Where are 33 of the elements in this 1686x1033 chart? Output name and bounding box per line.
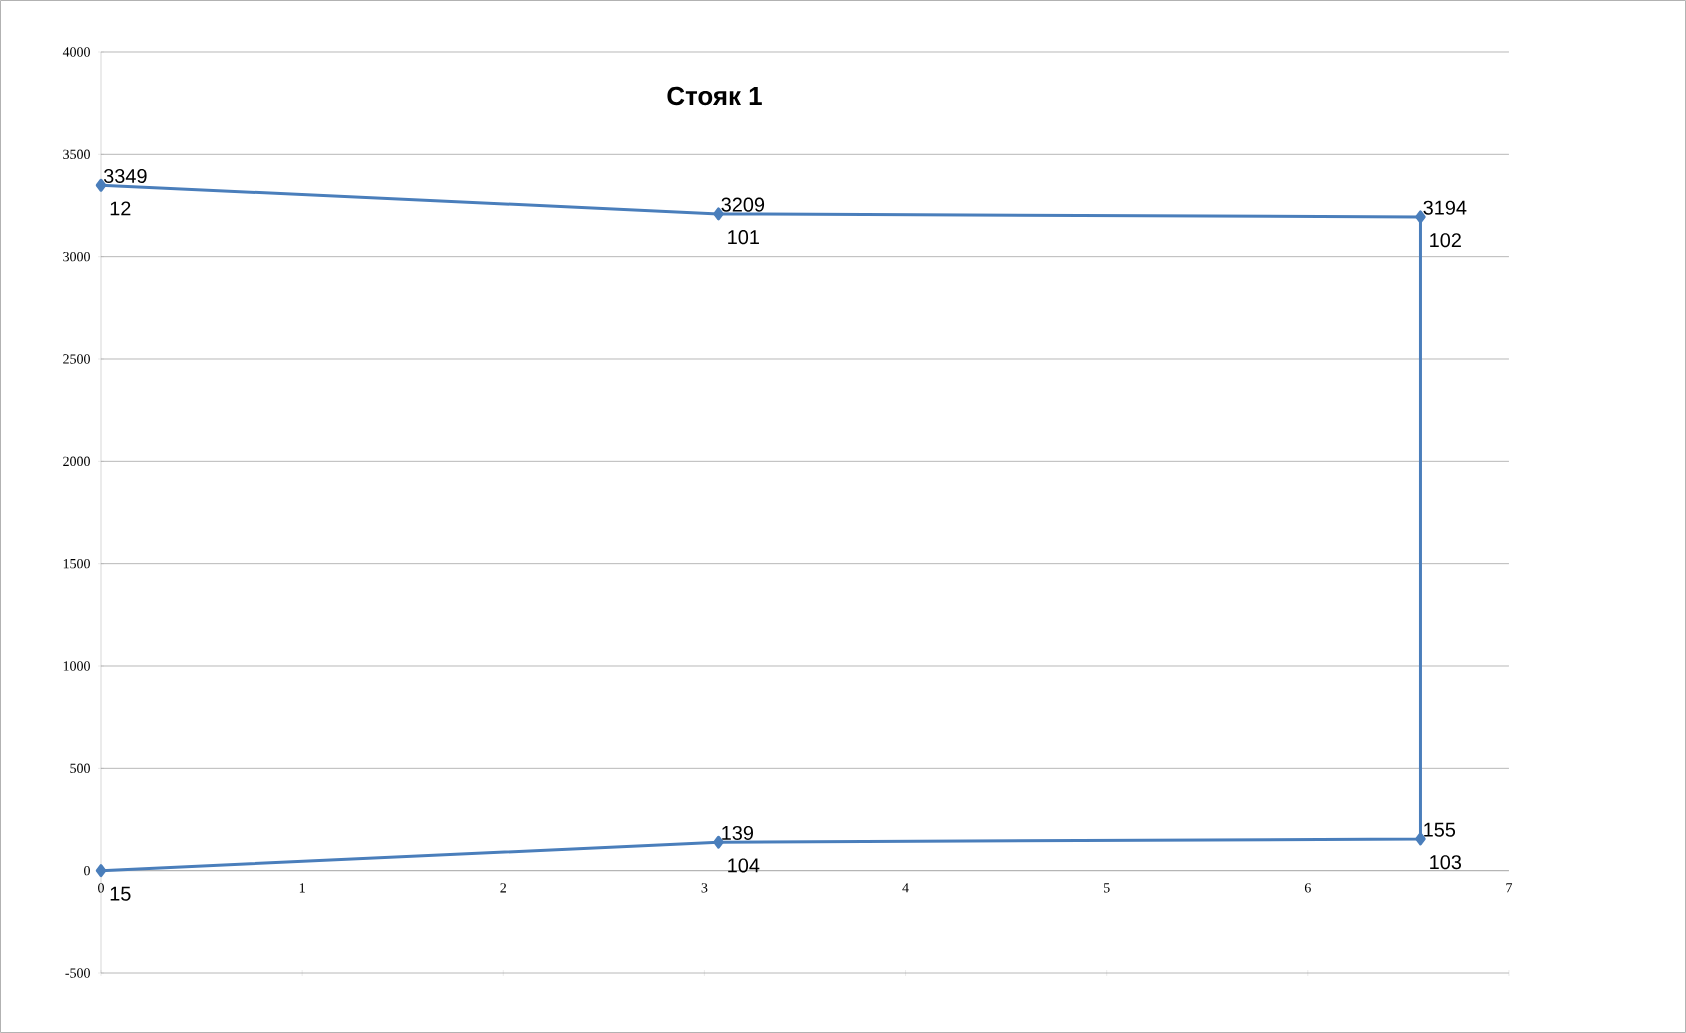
annotation: 103: [1430, 855, 1462, 870]
x-tick-label: 1: [299, 883, 305, 893]
y-tick-label: 0: [84, 865, 90, 876]
annotation: 15: [110, 886, 131, 901]
y-tick-label: 2000: [63, 456, 90, 467]
point: [1415, 832, 1426, 846]
data-label: 155: [1424, 822, 1456, 837]
x-tick-label: 7: [1506, 883, 1513, 893]
annotation: 101: [728, 230, 759, 245]
annotation: 104: [728, 858, 760, 873]
y-tick-label: 3500: [63, 149, 90, 160]
x-tick-label: 5: [1104, 883, 1110, 893]
data-label: 3209: [721, 197, 765, 212]
x-tick-label: 0: [98, 883, 104, 893]
y-tick-label: 3000: [63, 251, 90, 262]
y-tick-label: -500: [65, 968, 90, 978]
y-tick-label: 1500: [63, 558, 90, 569]
point: [95, 864, 107, 878]
data-label: 3349: [103, 168, 147, 184]
x-tick-label: 4: [902, 883, 909, 893]
text: Стояк 1: [667, 86, 762, 106]
x-tick-label: 2: [500, 883, 506, 893]
annotation: 102: [1430, 233, 1461, 248]
x-tick-label: 3: [701, 883, 708, 893]
y-tick-label: 1000: [63, 661, 90, 671]
data-label: 139: [722, 825, 753, 841]
y-tick-label: 500: [70, 763, 90, 774]
data-label: 3194: [1423, 200, 1467, 215]
y-tick-label: 2500: [63, 354, 90, 364]
y-tick-label: 4000: [62, 47, 90, 57]
annotation: 12: [110, 201, 131, 216]
x-tick-label: 6: [1304, 883, 1311, 893]
point: [713, 835, 724, 849]
